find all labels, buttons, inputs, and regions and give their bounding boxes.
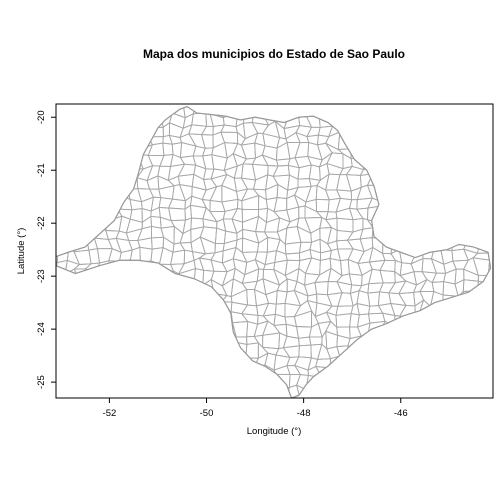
plot-frame — [55, 103, 494, 399]
y-axis-title: Latitude (°) — [16, 228, 27, 275]
municipality — [487, 259, 491, 277]
y-tick-label: -24 — [36, 322, 47, 336]
map-title: Mapa dos municipios do Estado de Sao Pau… — [143, 47, 405, 61]
x-tick-label: -46 — [394, 408, 408, 419]
state-outline — [56, 105, 492, 398]
x-axis: -52 -50 -48 -46 — [103, 398, 408, 419]
x-tick-label: -50 — [200, 408, 214, 419]
y-tick-label: -23 — [36, 269, 47, 283]
y-tick-label: -22 — [36, 216, 47, 230]
y-tick-label: -25 — [36, 375, 47, 389]
y-tick-label: -20 — [36, 110, 47, 124]
x-tick-label: -52 — [103, 408, 117, 419]
y-tick-label: -21 — [36, 163, 47, 177]
y-axis: -20 -21 -22 -23 -24 -25 — [36, 110, 56, 389]
x-tick-label: -48 — [297, 408, 311, 419]
x-axis-title: Longitude (°) — [247, 426, 302, 437]
